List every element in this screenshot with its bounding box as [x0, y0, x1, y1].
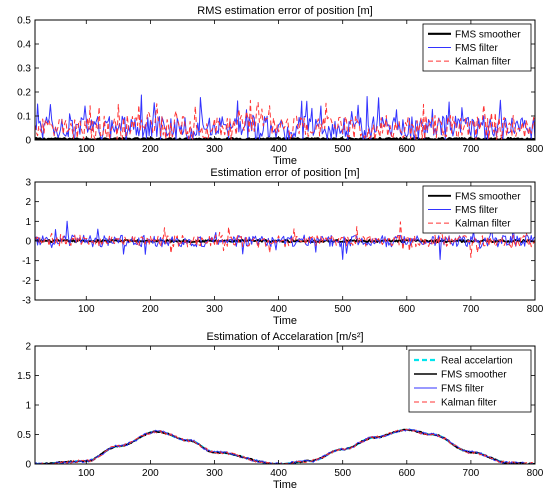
y-tick-label: -2	[22, 276, 31, 287]
legend: Real accelartion FMS smoother FMS filter Ka…	[408, 349, 532, 413]
chart-panel-1: RMS estimation error of position [m] 100 2…	[17, 5, 544, 167]
y-tick-label: 0	[25, 237, 31, 248]
x-tick-label: 300	[206, 144, 223, 155]
x-tick-label: 600	[398, 304, 415, 315]
x-tick-label: 600	[398, 468, 415, 479]
series-line-kalman-filter	[35, 428, 535, 464]
x-tick-label: 100	[78, 468, 95, 479]
y-tick-label: 2	[25, 197, 31, 208]
x-tick-label: 100	[78, 144, 95, 155]
y-tick-label: -1	[22, 256, 31, 267]
x-tick-label: 200	[142, 468, 159, 479]
legend-entry: FMS smoother	[441, 370, 507, 381]
x-tick-label: 600	[398, 144, 415, 155]
y-tick-label: 1	[25, 217, 31, 228]
plot-frame	[34, 19, 536, 141]
x-tick-label: 300	[206, 304, 223, 315]
y-tick-label: 0	[25, 136, 31, 147]
x-tick-label: 800	[527, 304, 544, 315]
y-tick-label: 0.1	[17, 112, 31, 123]
chart-panel-2: Estimation error of position [m]100 200 30…	[22, 167, 544, 327]
x-tick-label: 300	[206, 468, 223, 479]
legend-entry: FMS smoother	[455, 191, 521, 202]
x-tick-label: 800	[527, 468, 544, 479]
legend-entry: Kalman filter	[455, 219, 511, 230]
legend-entry: FMS filter	[455, 205, 498, 216]
legend: FMS smoother FMS filter Kalman filter	[422, 23, 532, 72]
x-tick-label: 100	[78, 304, 95, 315]
x-tick-label: 200	[142, 304, 159, 315]
x-tick-label: 700	[463, 144, 480, 155]
chart-title: Estimation of Accelaration [m/s²]	[206, 331, 363, 343]
x-tick-label: 500	[334, 304, 351, 315]
y-tick-label: 0.3	[17, 64, 31, 75]
x-tick-label: 800	[527, 144, 544, 155]
x-tick-label: 400	[270, 144, 287, 155]
legend-entry: FMS filter	[441, 384, 484, 395]
x-tick-label: 200	[142, 144, 159, 155]
y-tick-label: 0	[25, 460, 31, 471]
x-axis-label: Time	[273, 479, 297, 491]
x-axis-label: Time	[273, 155, 297, 167]
y-tick-label: 0.5	[17, 16, 31, 27]
y-tick-label: 0.2	[17, 88, 31, 99]
series-line-fms-filter	[35, 94, 535, 140]
y-tick-label: 0.4	[17, 40, 31, 51]
y-tick-label: -3	[22, 296, 31, 307]
x-axis-label: Time	[273, 315, 297, 327]
legend: FMS smoother FMS filter Kalman filter	[422, 185, 532, 234]
y-tick-label: 1.5	[17, 371, 31, 382]
x-tick-label: 700	[463, 304, 480, 315]
legend-entry: Real accelartion	[441, 356, 513, 367]
x-tick-label: 700	[463, 468, 480, 479]
chart-title: RMS estimation error of position [m]	[197, 5, 372, 17]
y-tick-label: 2	[25, 342, 31, 353]
y-tick-label: 0.5	[17, 430, 31, 441]
y-tick-label: 1	[25, 401, 31, 412]
legend-entry: FMS filter	[455, 43, 498, 54]
series-line-kalman-filter	[35, 99, 535, 140]
series-line-kalman-filter	[35, 221, 535, 258]
x-tick-label: 500	[334, 468, 351, 479]
chart-panel-3: Estimation of Accelaration [m/s²] 100 200 3…	[17, 331, 544, 491]
y-tick-label: 3	[25, 178, 31, 189]
legend-entry: Kalman filter	[441, 398, 497, 409]
series-line-real-accelartion	[35, 428, 535, 464]
x-tick-label: 400	[270, 304, 287, 315]
x-tick-label: 400	[270, 468, 287, 479]
chart-title: Estimation error of position [m]	[210, 167, 359, 179]
x-tick-label: 500	[334, 144, 351, 155]
legend-entry: FMS smoother	[455, 29, 521, 40]
legend-entry: Kalman filter	[455, 57, 511, 68]
